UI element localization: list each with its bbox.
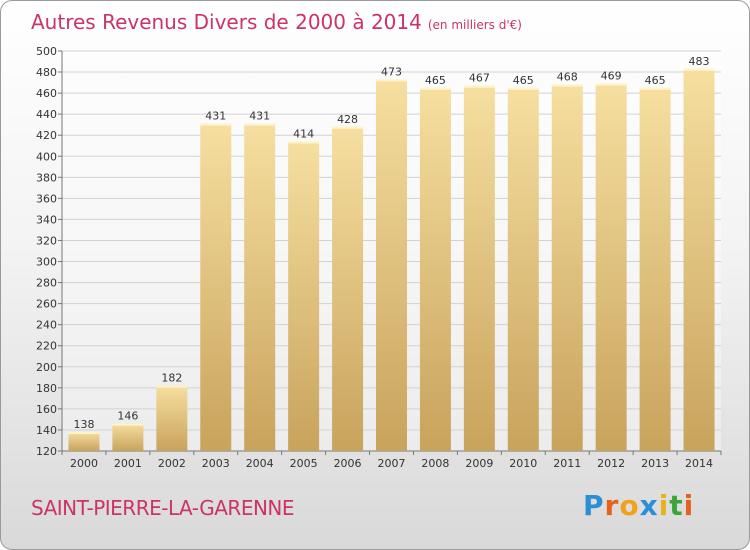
y-tick-label: 420 <box>36 129 57 142</box>
bar <box>112 423 144 451</box>
x-tick-label: 2014 <box>685 457 713 470</box>
y-tick-label: 260 <box>36 298 57 311</box>
bar-top-highlight <box>112 423 144 426</box>
logo-letter: t <box>669 489 684 522</box>
title-unit: (en milliers d'€) <box>427 18 522 32</box>
bar-top-highlight <box>639 87 671 90</box>
x-tick-label: 2007 <box>378 457 406 470</box>
x-tick-label: 2011 <box>553 457 581 470</box>
bar-value-label: 431 <box>205 110 226 123</box>
x-tick-label: 2000 <box>70 457 98 470</box>
bar-value-label: 469 <box>601 70 622 83</box>
bar-value-label: 468 <box>557 71 578 84</box>
y-tick-label: 500 <box>36 45 57 58</box>
bar-top-highlight <box>419 87 451 90</box>
proxiti-logo: Proxiti <box>583 489 694 522</box>
bar-top-highlight <box>288 141 320 144</box>
logo-letter: i <box>658 489 670 522</box>
x-tick-label: 2002 <box>158 457 186 470</box>
x-tick-label: 2004 <box>246 457 274 470</box>
bar <box>200 123 232 451</box>
bar-top-highlight <box>156 385 188 388</box>
y-tick-label: 220 <box>36 340 57 353</box>
y-tick-label: 160 <box>36 403 57 416</box>
x-tick-label: 2008 <box>421 457 449 470</box>
bar-value-label: 465 <box>513 74 534 87</box>
bar-value-label: 182 <box>161 372 182 385</box>
y-tick-label: 120 <box>36 445 57 458</box>
bar <box>288 141 320 452</box>
y-tick-label: 480 <box>36 66 57 79</box>
y-tick-label: 440 <box>36 108 57 121</box>
x-tick-label: 2006 <box>334 457 362 470</box>
y-tick-label: 400 <box>36 150 57 163</box>
bar-value-label: 465 <box>645 74 666 87</box>
bar-top-highlight <box>376 79 407 82</box>
x-tick-label: 2001 <box>114 457 142 470</box>
x-tick-label: 2009 <box>465 457 493 470</box>
x-tick-label: 2012 <box>597 457 625 470</box>
bar-top-highlight <box>244 123 276 126</box>
bar <box>551 84 583 452</box>
y-tick-label: 240 <box>36 319 57 332</box>
bar-value-label: 146 <box>117 410 138 423</box>
bar-value-label: 473 <box>381 65 402 78</box>
y-tick-label: 140 <box>36 424 57 437</box>
bar-top-highlight <box>68 432 100 435</box>
title-text: Autres Revenus Divers de 2000 à 2014 <box>31 10 422 34</box>
y-tick-label: 320 <box>36 234 57 247</box>
bar-value-label: 428 <box>337 113 358 126</box>
logo-letter: x <box>639 489 659 522</box>
y-tick-label: 280 <box>36 277 57 290</box>
bar-value-label: 431 <box>249 110 270 123</box>
bar-top-highlight <box>551 84 583 87</box>
bar <box>376 79 407 451</box>
y-tick-label: 200 <box>36 361 57 374</box>
x-tick-label: 2010 <box>509 457 537 470</box>
logo-letter: r <box>604 489 620 522</box>
y-tick-label: 360 <box>36 192 57 205</box>
bar-value-label: 465 <box>425 74 446 87</box>
bar-value-label: 414 <box>293 128 314 141</box>
bar-top-highlight <box>683 68 715 71</box>
bar-top-highlight <box>507 87 539 90</box>
logo-letter: o <box>619 489 640 522</box>
bar <box>507 87 539 451</box>
bar <box>156 385 188 451</box>
bar-top-highlight <box>595 83 627 86</box>
x-tick-label: 2003 <box>202 457 230 470</box>
x-tick-label: 2005 <box>290 457 318 470</box>
x-tick-label: 2013 <box>641 457 669 470</box>
logo-letter: P <box>583 489 605 522</box>
logo-letter: i <box>683 489 695 522</box>
y-tick-label: 180 <box>36 382 57 395</box>
bar-value-label: 483 <box>689 55 710 68</box>
bar <box>463 85 495 451</box>
y-tick-label: 380 <box>36 171 57 184</box>
bar-value-label: 467 <box>469 72 490 85</box>
bar <box>595 83 627 451</box>
chart-title: Autres Revenus Divers de 2000 à 2014 (en … <box>31 10 522 34</box>
bar-top-highlight <box>332 126 364 129</box>
bar <box>68 432 100 451</box>
bar <box>244 123 276 451</box>
bar-value-label: 138 <box>73 418 94 431</box>
bar-top-highlight <box>200 123 232 126</box>
y-tick-label: 300 <box>36 256 57 269</box>
bar <box>639 87 671 451</box>
bar <box>419 87 451 451</box>
bar <box>332 126 364 451</box>
city-name: SAINT-PIERRE-LA-GARENNE <box>31 496 295 520</box>
y-tick-label: 460 <box>36 87 57 100</box>
y-tick-label: 340 <box>36 213 57 226</box>
bar-top-highlight <box>463 85 495 88</box>
bar <box>683 68 715 451</box>
